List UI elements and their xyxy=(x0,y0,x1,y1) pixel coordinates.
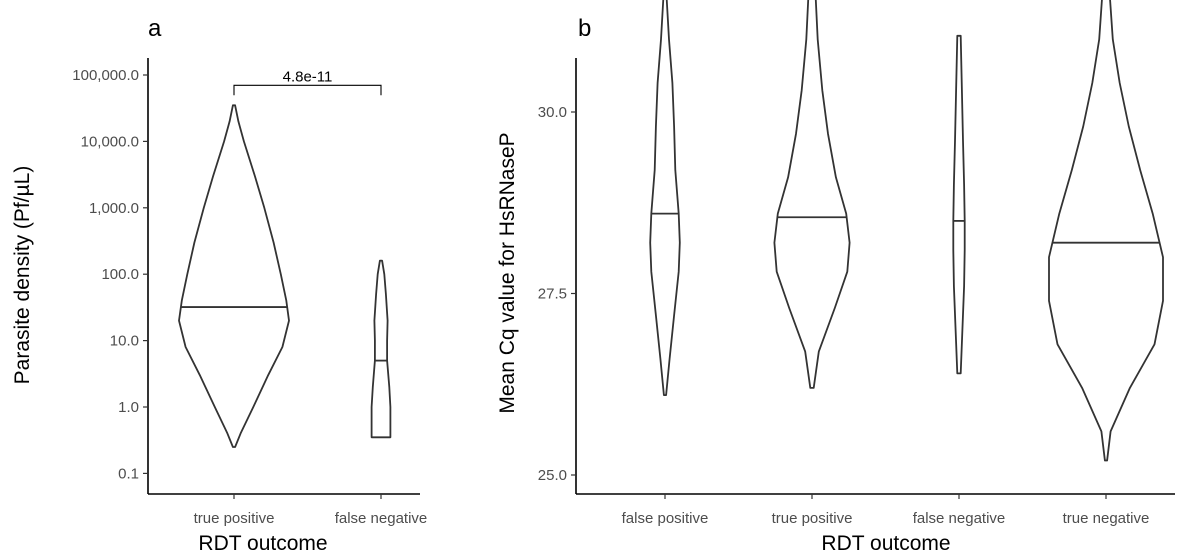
panel-a-violin xyxy=(178,104,290,448)
panel-a-y-tick-label: 1.0 xyxy=(118,399,139,416)
panel-b-y-tick-label: 27.5 xyxy=(538,286,567,303)
panel-b-x-tick-label: false positive xyxy=(622,510,709,527)
panel-b-x-tick-label: true negative xyxy=(1063,510,1150,527)
panel-b-y-tick-label: 25.0 xyxy=(538,467,567,484)
panel-b-x-axis-title: RDT outcome xyxy=(821,532,950,554)
panel-b-violin xyxy=(952,34,966,375)
panel-b-violin xyxy=(773,0,851,389)
panel-a-y-tick-label: 100,000.0 xyxy=(72,67,139,84)
panel-a-y-tick-label: 0.1 xyxy=(118,465,139,482)
panel-b-y-tick-label: 30.0 xyxy=(538,104,567,121)
panel-a-p-value-label: 4.8e-11 xyxy=(283,68,333,85)
panel-a-x-axis-title: RDT outcome xyxy=(198,532,327,554)
panel-a-violin xyxy=(370,259,392,439)
panel-b-violin xyxy=(649,0,681,396)
panel-b-letter: b xyxy=(578,15,591,42)
panel-a-y-tick-label: 10.0 xyxy=(110,333,139,350)
panel-b-violin xyxy=(1048,0,1164,462)
panel-b-x-tick-label: true positive xyxy=(772,510,853,527)
panel-a-x-tick-label: true positive xyxy=(194,510,275,527)
panel-a-plot: 0.1 1.0 10.0 100.0 1,000.0 10,000.0 100,000.0 t… xyxy=(72,58,427,527)
panel-a-significance-bracket xyxy=(233,84,382,96)
panel-a-y-tick-label: 1,000.0 xyxy=(89,200,139,217)
panel-a-y-tick-label: 10,000.0 xyxy=(81,133,139,150)
panel-a-y-axis-title: Parasite density (Pf/µL) xyxy=(11,166,34,385)
panel-a-y-tick-label: 100.0 xyxy=(101,266,139,283)
panel-a-letter: a xyxy=(148,15,162,42)
panel-b-y-axis-title: Mean Cq value for HsRNaseP xyxy=(496,132,519,413)
panel-a-x-tick-label: false negative xyxy=(335,510,428,527)
panel-b-x-tick-label: false negative xyxy=(913,510,1006,527)
